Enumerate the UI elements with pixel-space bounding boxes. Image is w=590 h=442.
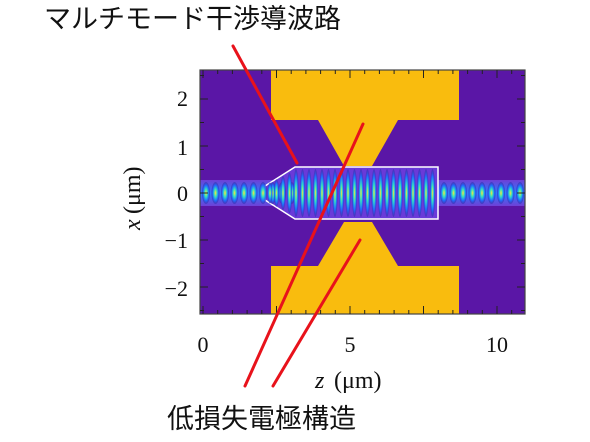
field-spot bbox=[459, 182, 467, 204]
field-spot bbox=[273, 179, 280, 207]
x-axis-variable: z bbox=[314, 368, 325, 394]
y-axis-unit: (μm) bbox=[120, 166, 146, 214]
field-spot bbox=[338, 169, 345, 217]
field-spot bbox=[358, 169, 364, 217]
field-spot bbox=[319, 169, 325, 217]
x-axis-unit: (μm) bbox=[334, 368, 382, 394]
electrode-bottom bbox=[271, 222, 459, 314]
field-spot bbox=[280, 176, 286, 210]
pointer-line-electrode-2 bbox=[271, 238, 362, 388]
y-tick-marks bbox=[200, 75, 525, 311]
pointer-line-electrode-1 bbox=[243, 122, 365, 388]
field-spot bbox=[230, 182, 239, 204]
field-spot bbox=[299, 169, 306, 217]
field-spot bbox=[249, 182, 258, 204]
field-spot bbox=[478, 182, 486, 204]
field-spot bbox=[351, 169, 358, 217]
field-spot bbox=[364, 169, 371, 217]
field-spot bbox=[286, 172, 293, 214]
field-spot bbox=[312, 169, 319, 217]
pointer-lines bbox=[231, 44, 365, 388]
y-axis-label: x (μm) bbox=[120, 166, 146, 231]
field-spot bbox=[416, 169, 423, 217]
field-spot bbox=[221, 182, 229, 204]
y-axis-variable: x bbox=[120, 219, 146, 231]
x-tick-label: 5 bbox=[345, 332, 356, 357]
field-spot bbox=[487, 182, 496, 204]
plot-frame bbox=[199, 69, 526, 315]
title-label-multimode-waveguide: マルチモード干渉導波路 bbox=[44, 4, 341, 35]
y-tick-label: 0 bbox=[177, 181, 188, 206]
electrode-top bbox=[271, 70, 459, 166]
y-tick-label: 1 bbox=[177, 135, 188, 160]
label-low-loss-electrode: 低損失電極構造 bbox=[167, 404, 356, 435]
plot-area bbox=[200, 70, 525, 314]
field-spot bbox=[377, 169, 384, 217]
field-spot bbox=[306, 169, 312, 217]
field-spot bbox=[259, 182, 267, 204]
y-tick-label: −1 bbox=[165, 228, 188, 253]
x-axis-label: z (μm) bbox=[314, 368, 382, 394]
x-tick-label: 10 bbox=[486, 332, 508, 357]
field-spot bbox=[468, 182, 477, 204]
field-spot bbox=[345, 169, 351, 217]
y-tick-label: −2 bbox=[165, 276, 188, 301]
pointer-line-mmi bbox=[231, 44, 299, 165]
field-spot bbox=[423, 169, 429, 217]
field-spot bbox=[211, 182, 220, 204]
field-spot bbox=[506, 182, 515, 204]
field-spot bbox=[403, 169, 410, 217]
field-spot bbox=[240, 182, 248, 204]
x-tick-label: 0 bbox=[198, 332, 209, 357]
field-spot bbox=[371, 169, 377, 217]
field-spot bbox=[497, 182, 505, 204]
field-spot bbox=[440, 182, 448, 204]
field-spot bbox=[267, 182, 273, 204]
field-spot bbox=[449, 182, 458, 204]
field-spot bbox=[429, 169, 436, 217]
field-spot bbox=[293, 169, 299, 217]
field-spot bbox=[384, 169, 390, 217]
x-tick-marks bbox=[202, 70, 513, 314]
field-spot bbox=[390, 169, 397, 217]
field-spot bbox=[397, 169, 403, 217]
y-tick-label: 2 bbox=[177, 86, 188, 111]
field-spot bbox=[410, 169, 416, 217]
